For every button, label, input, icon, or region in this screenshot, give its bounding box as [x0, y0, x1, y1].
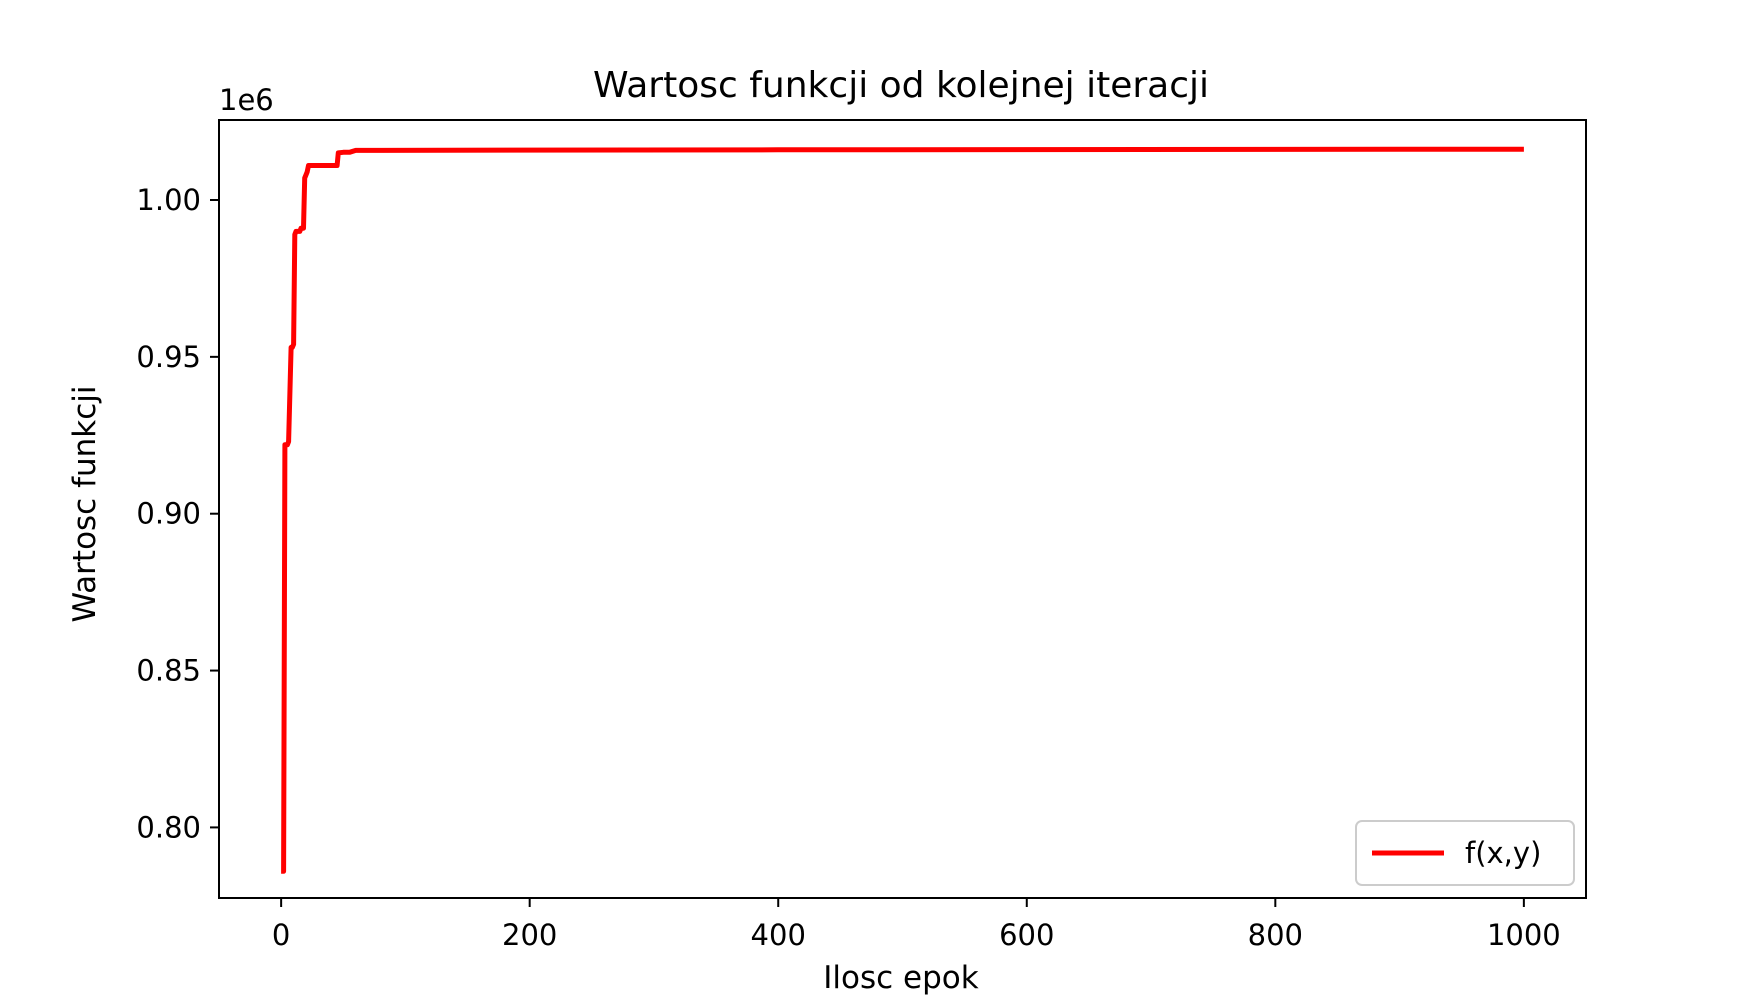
y-axis: 0.80 0.85 0.90 0.95 1.00 — [136, 183, 219, 844]
chart-title: Wartosc funkcji od kolejnej iteracji — [593, 65, 1209, 106]
y-tick-label: 0.80 — [136, 810, 201, 844]
y-tick-label: 0.90 — [136, 497, 201, 531]
y-axis-label: Wartosc funkcji — [67, 385, 103, 622]
x-axis-label: Ilosc epok — [823, 960, 978, 996]
y-axis-offset-label: 1e6 — [219, 83, 274, 117]
legend: f(x,y) — [1355, 820, 1575, 886]
x-tick-label: 800 — [1248, 918, 1303, 952]
x-tick-label: 0 — [272, 918, 290, 952]
series-line — [281, 146, 1524, 874]
axes-frame — [218, 119, 1587, 899]
y-tick-label: 0.95 — [136, 340, 201, 374]
y-tick-label: 1.00 — [136, 183, 201, 217]
x-tick-label: 400 — [751, 918, 806, 952]
y-tick-label: 0.85 — [136, 654, 201, 688]
x-tick-label: 200 — [502, 918, 557, 952]
x-tick-label: 1000 — [1487, 918, 1561, 952]
x-tick-label: 600 — [999, 918, 1054, 952]
plot-area — [281, 146, 1524, 874]
legend-label: f(x,y) — [1465, 836, 1541, 870]
legend-box — [1355, 820, 1575, 886]
x-axis: 0 200 400 600 800 1000 — [272, 898, 1561, 952]
